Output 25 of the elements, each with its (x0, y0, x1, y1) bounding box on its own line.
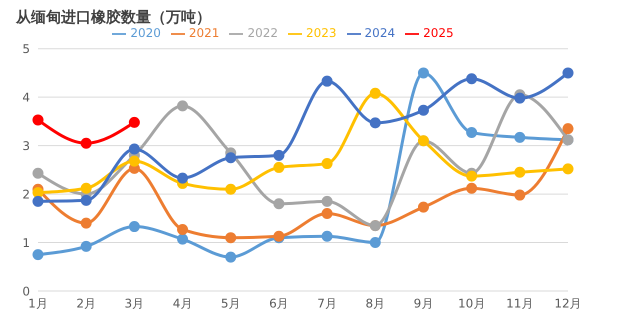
legend-label: 2021 (188, 26, 220, 40)
x-tick-label: 7月 (317, 296, 337, 311)
x-tick-label: 12月 (554, 296, 582, 311)
x-tick-label: 10月 (458, 296, 486, 311)
legend-label: 2020 (130, 26, 161, 40)
legend-label: 2025 (423, 26, 454, 40)
legend-label: 2022 (247, 26, 278, 40)
y-tick-label: 2 (22, 187, 30, 202)
y-tick-label: 3 (22, 138, 30, 153)
y-tick-label: 1 (22, 236, 30, 250)
x-tick-label: 9月 (414, 296, 434, 311)
x-tick-label: 8月 (365, 296, 386, 311)
x-tick-label: 11月 (506, 296, 534, 311)
x-tick-label: 1月 (28, 296, 48, 311)
legend-label: 2024 (364, 26, 396, 40)
chart-title: 从缅甸进口橡胶数量（万吨） (16, 8, 211, 26)
x-tick-label: 2月 (76, 296, 96, 311)
legend-label: 2023 (306, 26, 337, 40)
x-tick-label: 6月 (269, 296, 289, 311)
y-tick-label: 5 (22, 42, 30, 56)
x-tick-label: 3月 (124, 296, 144, 311)
x-tick-label: 4月 (172, 296, 192, 311)
x-tick-label: 5月 (220, 296, 241, 311)
y-tick-label: 4 (22, 90, 30, 104)
y-tick-label: 0 (22, 284, 30, 298)
